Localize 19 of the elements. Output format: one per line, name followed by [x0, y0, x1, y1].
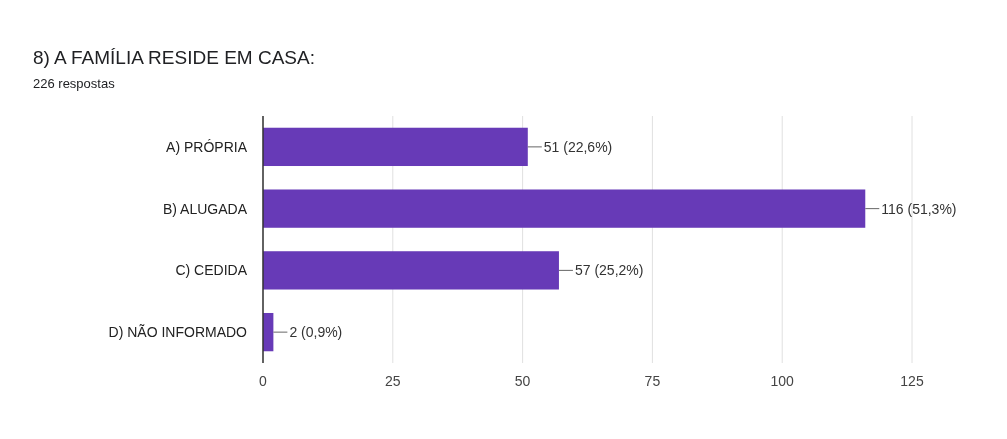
x-tick-label: 125: [900, 373, 924, 389]
x-tick-label: 50: [514, 373, 531, 389]
y-tick-label: D) NÃO INFORMADO: [108, 324, 248, 341]
x-tick-label: 0: [259, 373, 268, 389]
data-label: 116 (51,3%): [881, 200, 957, 217]
data-label: 51 (22,6%): [543, 138, 613, 155]
x-tick-label: 25: [385, 373, 401, 389]
data-label: 57 (25,2%): [574, 262, 644, 279]
chart-title: 8) A FAMÍLIA RESIDE EM CASA:: [33, 47, 315, 68]
y-tick-label: A) PRÓPRIA: [166, 138, 248, 155]
data-label: 2 (0,9%): [289, 324, 343, 341]
bar: [263, 251, 559, 290]
y-tick-label: B) ALUGADA: [162, 200, 248, 217]
bar: [263, 189, 866, 228]
x-tick-label: 100: [770, 373, 795, 389]
bar: [263, 127, 528, 167]
x-tick-label: 75: [644, 373, 661, 389]
y-tick-label: C) CEDIDA: [175, 262, 248, 279]
text: 226 respostas: [33, 76, 116, 91]
